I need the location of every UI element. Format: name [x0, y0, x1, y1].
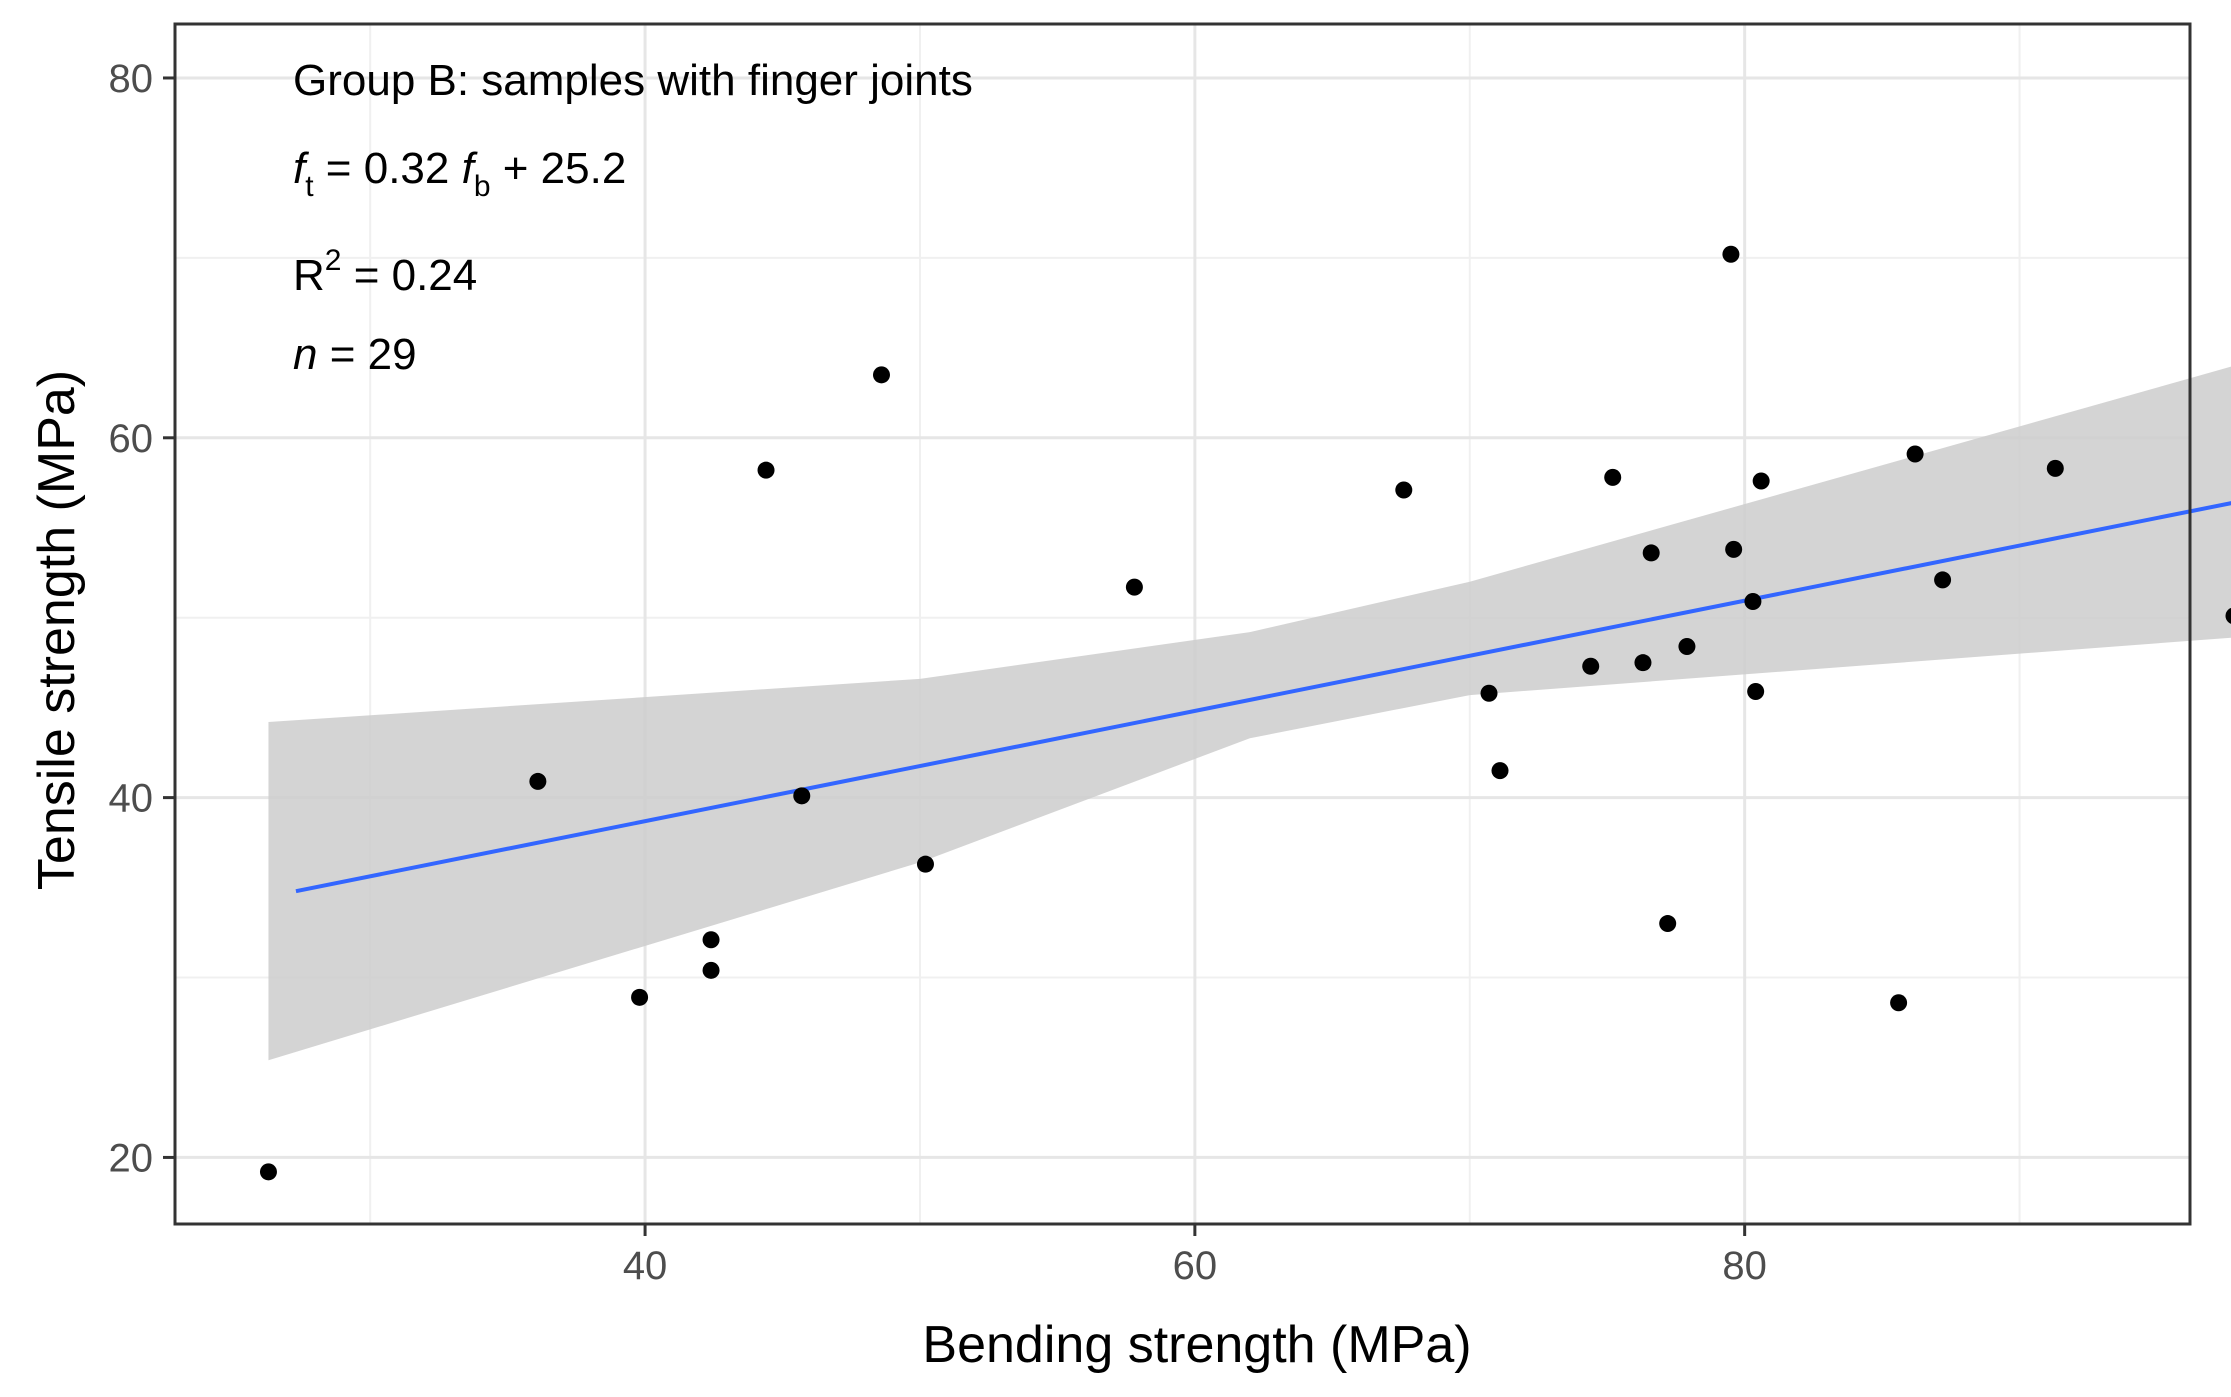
data-point [2225, 607, 2231, 624]
y-tick-label: 20 [109, 1136, 154, 1180]
data-point [1747, 682, 1765, 700]
data-point [793, 787, 811, 805]
annotation-n: n = 29 [293, 330, 417, 379]
data-point [1744, 593, 1762, 611]
data-point [1480, 684, 1498, 702]
x-tick-label: 40 [623, 1244, 668, 1288]
data-point [1752, 472, 1770, 490]
r-squared-value: = 0.24 [341, 251, 477, 300]
data-point [916, 855, 934, 873]
n-symbol: n [293, 330, 317, 379]
data-point [631, 988, 649, 1006]
y-tick-label: 60 [109, 417, 154, 461]
plot-panel-border [173, 22, 2192, 1226]
y-tick-label: 80 [109, 57, 154, 101]
data-point [1491, 762, 1509, 780]
equation-rhs-sub: b [474, 170, 491, 203]
data-point [872, 366, 890, 384]
annotation-r-squared: R2 = 0.24 [293, 244, 477, 300]
axis-ticks [163, 76, 1747, 1236]
tick-labels: 40 60 80 20 40 60 80 [109, 57, 1767, 1288]
y-axis-title: Tensile strength (MPa) [28, 370, 86, 890]
equation-intercept: + 25.2 [491, 144, 627, 193]
data-point [1582, 657, 1600, 675]
equation-lhs-sub: t [305, 170, 314, 203]
data-point [1642, 544, 1660, 562]
fit-line-layer [295, 501, 2231, 894]
data-point [757, 461, 775, 479]
data-point [2046, 459, 2064, 477]
data-point [1890, 994, 1908, 1012]
confidence-band-layer [268, 366, 2231, 1061]
data-point [259, 1163, 277, 1181]
r-squared-exponent: 2 [325, 244, 342, 277]
n-value: = 29 [317, 330, 416, 379]
data-point [529, 772, 547, 790]
data-point [1725, 540, 1743, 558]
data-points-layer [259, 245, 2231, 1181]
data-point [702, 931, 720, 949]
r-squared-symbol: R [293, 251, 325, 300]
regression-line [295, 501, 2231, 894]
confidence-band [268, 366, 2231, 1061]
data-point [1634, 654, 1652, 672]
y-tick-label: 40 [109, 777, 154, 821]
data-point [1678, 637, 1696, 655]
data-point [1395, 481, 1413, 499]
x-axis-title: Bending strength (MPa) [922, 1316, 1471, 1374]
data-point [1906, 445, 1924, 463]
data-point [1604, 468, 1622, 486]
x-tick-label: 60 [1173, 1244, 1218, 1288]
annotation-equation: ft = 0.32 fb + 25.2 [293, 144, 626, 203]
annotation-group-label: Group B: samples with finger joints [293, 56, 973, 105]
data-point [1722, 245, 1740, 263]
equation-coef: = 0.32 [314, 144, 462, 193]
x-tick-label: 80 [1722, 1244, 1767, 1288]
data-point [702, 961, 720, 979]
data-point [1934, 571, 1952, 589]
data-point [1125, 578, 1143, 596]
data-point [1659, 915, 1677, 933]
annotation-block: Group B: samples with finger joints ft =… [293, 56, 973, 379]
